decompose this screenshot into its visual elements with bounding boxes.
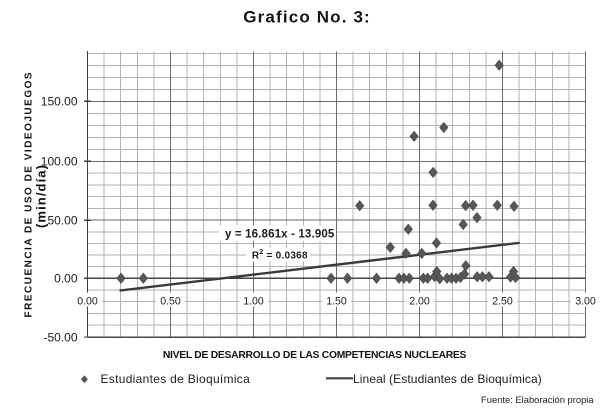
svg-text:NIVEL DE DESARROLLO DE LAS COM: NIVEL DE DESARROLLO DE LAS COMPETENCIAS … bbox=[163, 350, 467, 361]
svg-text:0.50: 0.50 bbox=[160, 295, 181, 307]
svg-text:2.00: 2.00 bbox=[409, 295, 430, 307]
svg-text:2.50: 2.50 bbox=[492, 295, 513, 307]
svg-text:50.00: 50.00 bbox=[47, 214, 77, 228]
svg-text:1.50: 1.50 bbox=[326, 295, 347, 307]
svg-text:0.00: 0.00 bbox=[54, 272, 78, 286]
svg-text:y = 16.861x - 13.905: y = 16.861x - 13.905 bbox=[225, 229, 335, 241]
svg-text:FRECUENCIA DE USO DE VIDEOJUEG: FRECUENCIA DE USO DE VIDEOJUEGOS bbox=[24, 71, 35, 318]
svg-text:1.00: 1.00 bbox=[243, 295, 264, 307]
svg-text:Lineal (Estudiantes de Bioquím: Lineal (Estudiantes de Bioquímica) bbox=[353, 372, 542, 386]
svg-text:3.00: 3.00 bbox=[575, 295, 596, 307]
svg-text:(min/día): (min/día) bbox=[34, 164, 49, 228]
svg-text:0.00: 0.00 bbox=[77, 295, 98, 307]
svg-text:Estudiantes de Bioquímica: Estudiantes de Bioquímica bbox=[101, 372, 251, 386]
svg-text:R2 = 0.0368: R2 = 0.0368 bbox=[252, 249, 308, 261]
svg-text:-50.00: -50.00 bbox=[43, 330, 77, 344]
svg-text:Grafico No. 3:: Grafico No. 3: bbox=[243, 7, 371, 26]
svg-text:Fuente: Elaboración propia: Fuente: Elaboración propia bbox=[481, 394, 594, 405]
svg-text:150.00: 150.00 bbox=[41, 95, 78, 109]
svg-text:100.00: 100.00 bbox=[41, 155, 78, 169]
